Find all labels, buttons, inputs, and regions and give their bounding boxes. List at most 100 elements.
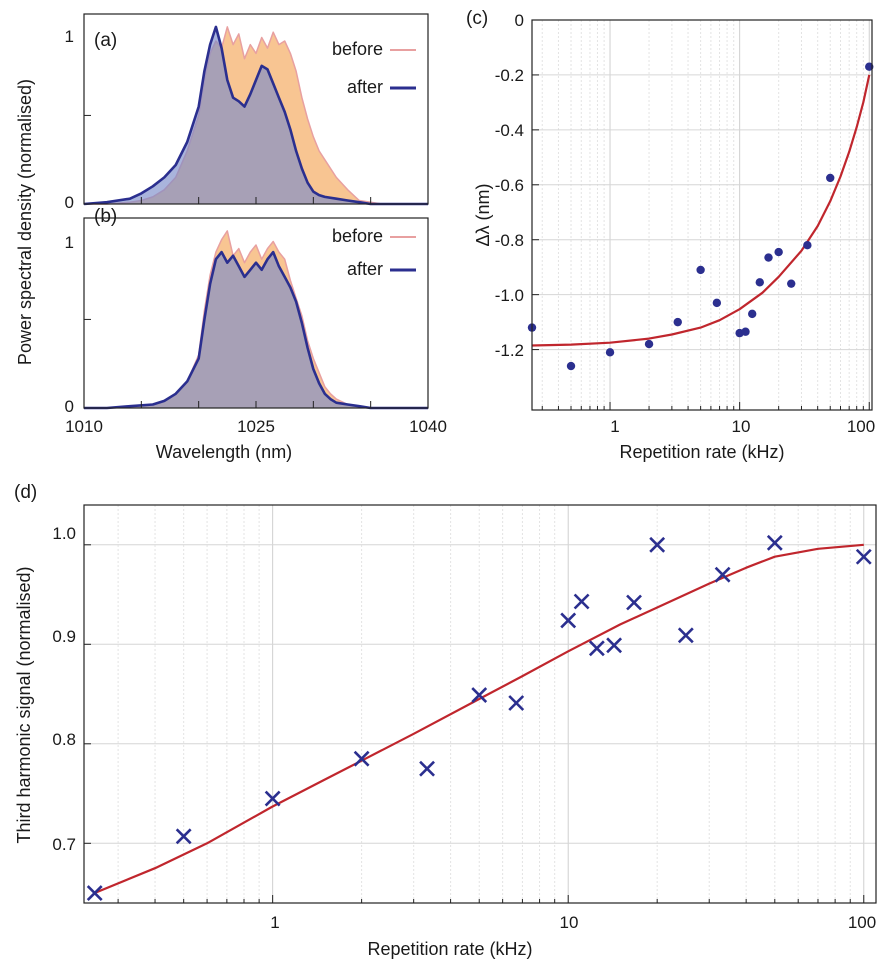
panel-b-xtick-1010: 1010 [65,417,103,436]
panel-d-data-point [353,750,370,767]
panel-d-cross-stroke [573,593,590,610]
panel-a-ytick-0: 0 [65,193,74,212]
panel-c-ytick-m0.8: -0.8 [495,231,524,250]
panel-b-legend-before-label: before [332,226,383,246]
panel-c-data-point [803,241,812,250]
panel-c-xtick-1: 1 [610,417,619,436]
panel-d-cross-stroke [714,566,731,583]
panel-d-cross-stroke [175,828,192,845]
panel-b-xlabel: Wavelength (nm) [156,442,292,462]
panel-d-data-point [714,566,731,583]
panel-c-data-point [748,309,757,319]
panel-a-after-area [84,26,428,205]
panel-d: (d) 0.7 0.8 0.9 1.0 1 10 100 Repetition … [14,482,877,959]
panel-d-data-point [175,828,192,845]
panel-a: (a) 0 1 before after [65,13,429,212]
panel-c-xtick-10: 10 [732,417,751,436]
panel-d-marks [86,534,872,901]
panel-a-ytick-1: 1 [65,27,74,46]
panel-d-cross-stroke [649,536,666,553]
panel-d-data-point [471,687,488,703]
panel-d-grid [84,505,876,903]
panel-d-data-point [606,637,623,654]
panel-d-ytick-1.0: 1.0 [52,524,76,543]
panel-d-cross-stroke [606,637,623,654]
panel-a-legend-after-label: after [347,77,383,97]
panel-c-frame [531,19,873,411]
panel-d-cross-stroke [264,790,281,807]
panel-c-label: (c) [466,8,488,29]
panel-d-xtick-10: 10 [560,913,579,932]
panel-d-data-point [855,548,872,565]
panel-c-ytick-0: 0 [515,11,524,30]
panel-c-data-point [644,339,654,349]
panel-d-data-point [86,885,103,901]
panel-c-xtick-100: 100 [847,417,875,436]
panel-b: (b) 0 1 1010 1025 1040 Wavelength (nm) b… [65,206,447,462]
panel-d-cross-stroke [419,760,435,777]
panel-a-marks [83,25,428,206]
panel-a-label: (a) [94,30,117,51]
panel-d-cross-stroke [766,534,783,551]
panel-b-after-line [84,250,428,410]
panel-d-cross-stroke [588,640,605,657]
panel-a-legend: before after [332,39,416,97]
panel-b-frame [83,217,429,409]
panel-d-data-point [508,695,525,711]
panel-c-data-point [673,317,682,327]
panel-c-data-point [787,279,796,288]
panel-b-ytick-0: 0 [65,397,74,416]
panel-d-tick-marks [84,544,865,903]
panel-c-tick-marks [532,74,870,410]
panel-d-cross-stroke [855,548,872,565]
panel-b-xtick-1025: 1025 [237,417,275,436]
panel-b-marks [84,230,428,410]
panel-c-grid [532,20,872,410]
panel-a-after-line [83,25,428,206]
panel-c-data-point [696,265,705,275]
panel-b-xtick-1040: 1040 [409,417,447,436]
panel-d-fit-curve [94,543,864,895]
panel-b-after-area [84,252,428,408]
panel-d-data-point [766,534,783,551]
panel-d-data-point [573,593,590,610]
panel-d-cross-stroke [560,612,577,629]
panel-c-data-point [764,253,773,262]
panel-d-data-point [649,536,666,553]
panel-d-data-point [264,790,281,807]
panel-c-data-point [865,62,874,71]
panel-b-label: (b) [94,206,117,227]
panel-c-data-point [741,327,750,336]
panel-d-xtick-1: 1 [270,913,279,932]
panel-d-data-point [560,612,577,629]
panel-d-cross-stroke [86,885,103,901]
panel-d-cross-stroke [471,687,488,703]
panel-d-data-point [419,760,435,777]
panel-b-ytick-1: 1 [65,233,74,252]
panel-c-ytick-m0.2: -0.2 [495,66,524,85]
panel-d-xtick-100: 100 [848,913,876,932]
panel-a-frame [83,13,429,205]
panel-d-ytick-0.8: 0.8 [52,730,76,749]
panel-a-ylabel: Power spectral density (normalised) [15,79,35,365]
panel-d-xlabel: Repetition rate (kHz) [367,939,532,959]
panel-d-ytick-0.7: 0.7 [52,835,76,854]
panel-d-label: (d) [14,482,37,503]
panel-d-cross-stroke [353,750,370,767]
panel-c-data-point [605,348,615,357]
panel-d-cross-stroke [508,695,525,711]
panel-c-data-point [566,361,576,371]
panel-d-data-point [626,594,642,611]
panel-d-cross-stroke [677,627,694,644]
panel-d-data-point [588,640,605,657]
panel-d-ytick-0.9: 0.9 [52,627,76,646]
panel-c: (c) 0 -0.2 -0.4 -0.6 -0.8 -1.0 -1.2 1 10… [466,8,875,462]
panel-d-cross-stroke [626,594,642,611]
panel-c-marks [527,62,874,371]
panel-c-fit-curve [531,74,871,347]
panel-d-ylabel: Third harmonic signal (normalised) [14,566,34,843]
panel-c-data-point [755,278,764,287]
panel-c-ylabel: Δλ (nm) [473,183,493,246]
panel-c-xlabel: Repetition rate (kHz) [619,442,784,462]
